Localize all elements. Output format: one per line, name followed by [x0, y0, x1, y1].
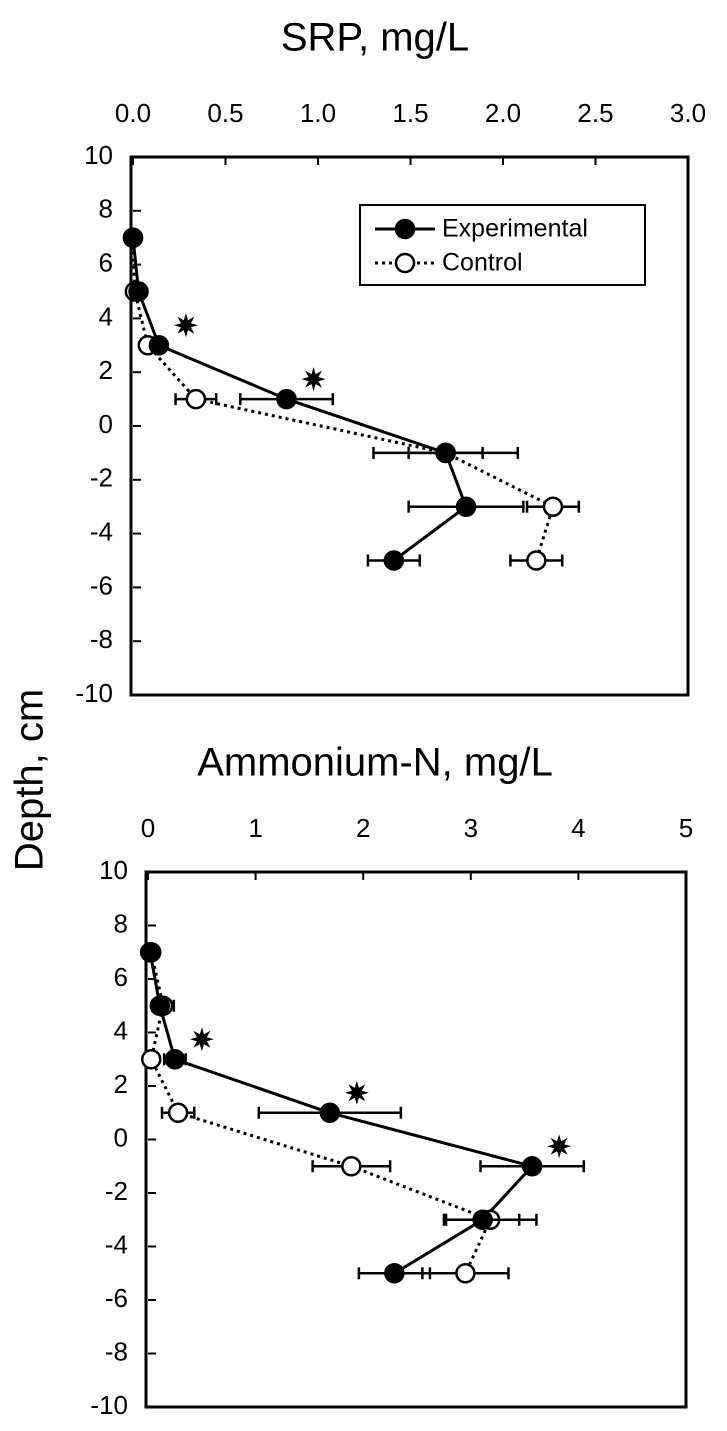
x-tick-label: 1.5 [392, 98, 428, 128]
y-tick-label: 8 [99, 194, 113, 224]
x-tick-label: 3 [464, 813, 478, 843]
y-tick-label: 4 [114, 1015, 128, 1045]
x-tick-label: 0 [141, 813, 155, 843]
point [122, 227, 144, 248]
point [455, 1263, 476, 1284]
y-tick-label: -2 [105, 1176, 128, 1206]
point [384, 1263, 405, 1284]
y-tick-label: 4 [99, 301, 113, 331]
y-tick-label: -6 [105, 1283, 128, 1313]
y-tick-label: -8 [90, 624, 113, 654]
y-tick-label: -4 [90, 516, 113, 546]
legend-label: Experimental [442, 215, 588, 243]
significance-star [189, 1027, 214, 1052]
significance-star [344, 1080, 369, 1105]
point [319, 1102, 341, 1123]
significance-star [547, 1134, 572, 1159]
x-tick-label: 2.0 [485, 98, 521, 128]
point [542, 496, 564, 517]
point [164, 1049, 186, 1070]
y-tick-label: -8 [105, 1336, 128, 1366]
point [455, 496, 477, 517]
y-tick-label: -4 [105, 1229, 128, 1259]
legend-marker [394, 218, 416, 240]
point [167, 1102, 189, 1123]
x-tick-label: 0.5 [207, 98, 243, 128]
y-tick-label: 2 [114, 1069, 128, 1099]
legend-marker [394, 252, 416, 274]
point [435, 442, 456, 464]
point [185, 388, 207, 410]
plot-frame [144, 870, 688, 1409]
x-tick-label: 0.0 [115, 98, 151, 128]
point [521, 1156, 543, 1177]
point [139, 942, 161, 963]
point [472, 1209, 493, 1230]
y-tick-label: -2 [90, 463, 113, 493]
x-tick-label: 5 [679, 813, 693, 843]
point [276, 388, 297, 410]
x-tick-label: 3.0 [670, 98, 706, 128]
point [383, 550, 405, 571]
y-tick-label: 6 [114, 962, 128, 992]
x-tick-label: 4 [571, 813, 585, 843]
point [149, 995, 171, 1016]
point [148, 335, 170, 356]
chart-title: Ammonium-N, mg/L [197, 741, 553, 785]
y-tick-label: 8 [114, 908, 128, 938]
x-tick-label: 2.5 [577, 98, 613, 128]
point [140, 1049, 162, 1070]
y-tick-label: 2 [99, 355, 113, 385]
y-axis-label: Depth, cm [8, 689, 52, 871]
point [341, 1156, 362, 1177]
legend-label: Control [442, 249, 523, 277]
y-tick-label: 0 [99, 409, 113, 439]
y-tick-label: 10 [84, 140, 113, 170]
y-tick-label: -10 [75, 678, 113, 708]
y-tick-label: 0 [114, 1122, 128, 1152]
significance-star [301, 367, 326, 392]
chart-title: SRP, mg/L [281, 16, 469, 60]
y-tick-label: -6 [90, 570, 113, 600]
point [526, 550, 547, 571]
y-tick-label: 10 [99, 855, 128, 885]
x-tick-label: 1.0 [300, 98, 336, 128]
x-tick-label: 2 [356, 813, 370, 843]
y-tick-label: -10 [90, 1390, 128, 1420]
x-tick-label: 1 [248, 813, 262, 843]
significance-star [173, 313, 198, 338]
point [128, 281, 149, 302]
y-tick-label: 6 [99, 247, 113, 277]
